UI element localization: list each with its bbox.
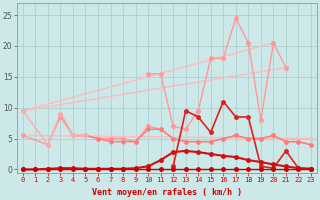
X-axis label: Vent moyen/en rafales ( km/h ): Vent moyen/en rafales ( km/h )	[92, 188, 242, 197]
